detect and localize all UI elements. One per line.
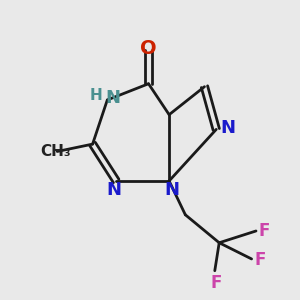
Text: N: N bbox=[105, 89, 120, 107]
Text: N: N bbox=[164, 181, 179, 199]
Text: F: F bbox=[211, 274, 222, 292]
Text: CH₃: CH₃ bbox=[40, 144, 71, 159]
Text: N: N bbox=[220, 119, 236, 137]
Text: O: O bbox=[140, 39, 157, 58]
Text: N: N bbox=[106, 181, 121, 199]
Text: F: F bbox=[259, 222, 270, 240]
Text: F: F bbox=[254, 251, 266, 269]
Text: H: H bbox=[89, 88, 102, 103]
